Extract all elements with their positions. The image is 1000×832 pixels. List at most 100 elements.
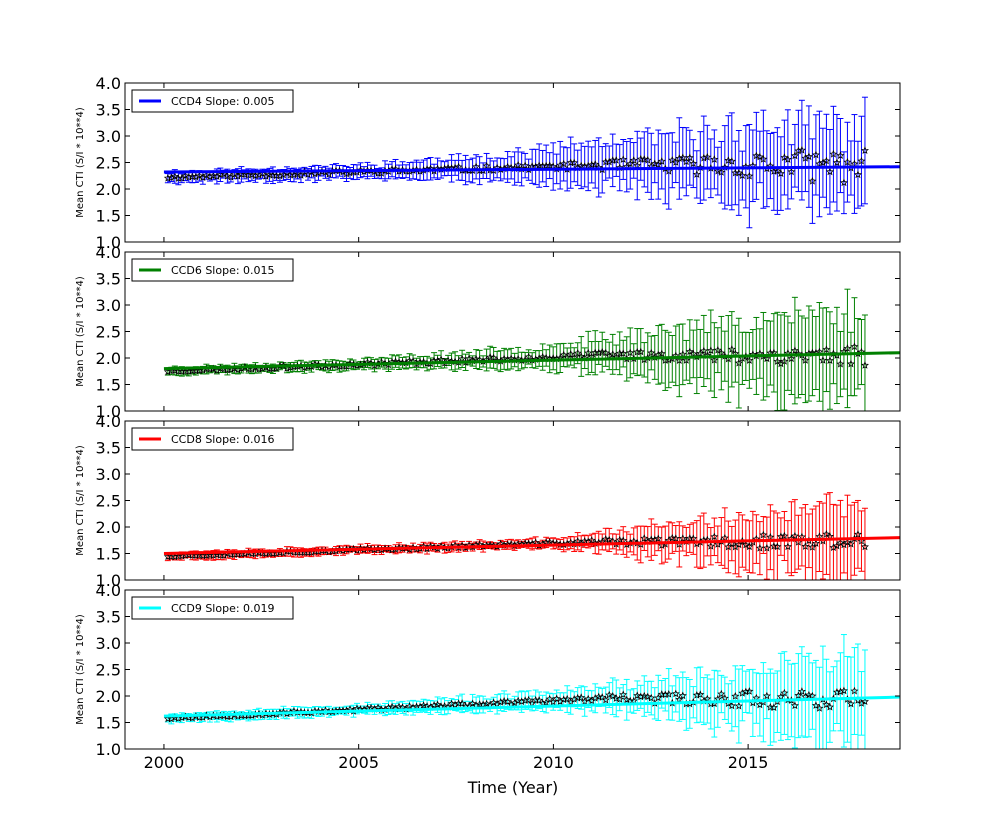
error-bar xyxy=(602,143,609,181)
data-point xyxy=(790,346,799,355)
y-tick-label: 4.0 xyxy=(96,581,121,600)
data-point xyxy=(605,535,614,544)
data-point xyxy=(587,160,596,169)
error-bar xyxy=(662,677,669,712)
data-point xyxy=(759,154,768,163)
data-point xyxy=(780,153,789,161)
error-bar xyxy=(798,99,805,201)
legend-label: CCD9 Slope: 0.019 xyxy=(171,602,275,615)
data-point xyxy=(433,700,442,709)
data-point xyxy=(577,352,586,360)
error-bar xyxy=(641,675,648,717)
data-point xyxy=(769,703,778,712)
data-point xyxy=(608,692,617,700)
error-bar xyxy=(431,352,438,370)
y-tick-label: 3.5 xyxy=(96,439,121,458)
error-bar xyxy=(539,694,546,713)
error-bar xyxy=(704,674,711,724)
data-point xyxy=(240,170,249,178)
data-point xyxy=(678,691,687,700)
data-point xyxy=(710,532,719,541)
error-bar xyxy=(676,117,683,200)
data-point xyxy=(797,687,806,695)
data-point xyxy=(538,161,547,170)
data-point xyxy=(822,529,831,538)
error-bar xyxy=(662,329,669,391)
error-bar xyxy=(777,136,784,211)
error-bar xyxy=(784,315,791,391)
error-bar xyxy=(781,511,788,562)
y-axis-label: Mean CTI (S/I * 10**4) xyxy=(75,614,86,725)
data-point xyxy=(850,159,859,168)
error-bar xyxy=(585,140,592,192)
x-axis-label: Time (Year) xyxy=(467,778,559,797)
data-point xyxy=(577,161,586,170)
error-bar xyxy=(812,505,819,580)
data-point xyxy=(685,153,694,162)
data-point xyxy=(832,687,841,696)
error-bar xyxy=(609,133,616,188)
data-point xyxy=(647,693,656,702)
data-point xyxy=(636,347,645,356)
y-axis-label: Mean CTI (S/I * 10**4) xyxy=(75,276,86,387)
error-bar xyxy=(567,689,574,715)
error-bar xyxy=(588,341,595,373)
error-bar xyxy=(742,670,749,714)
y-tick-label: 2.0 xyxy=(96,180,121,199)
data-point xyxy=(843,157,852,166)
error-bar xyxy=(795,109,802,193)
data-point xyxy=(850,686,859,695)
data-point xyxy=(468,699,477,708)
error-bar xyxy=(574,532,581,551)
error-bar xyxy=(571,143,578,183)
error-bar xyxy=(746,332,753,389)
data-point xyxy=(692,690,701,699)
error-bar xyxy=(858,671,865,736)
data-point xyxy=(230,550,239,559)
data-point xyxy=(489,698,498,707)
data-point xyxy=(776,169,785,178)
error-bar xyxy=(700,314,707,388)
error-bar xyxy=(592,330,599,376)
legend: CCD6 Slope: 0.015 xyxy=(131,258,294,282)
data-point xyxy=(675,695,684,703)
data-point xyxy=(454,162,463,171)
data-point xyxy=(717,348,726,357)
error-bar xyxy=(473,696,480,715)
data-point xyxy=(860,697,869,706)
error-bar xyxy=(725,115,732,206)
error-bar xyxy=(655,674,662,722)
data-point xyxy=(524,695,533,704)
data-point xyxy=(640,534,649,542)
data-point xyxy=(671,158,680,166)
data-point xyxy=(762,691,771,700)
error-bar xyxy=(599,331,606,373)
error-bar xyxy=(480,695,487,714)
data-point xyxy=(184,172,193,181)
data-point xyxy=(584,348,593,357)
data-point xyxy=(514,696,523,705)
error-bar xyxy=(858,115,865,207)
data-point xyxy=(205,172,214,181)
data-point xyxy=(741,540,750,549)
data-point xyxy=(482,699,491,708)
data-point xyxy=(857,536,866,545)
error-bar xyxy=(490,346,497,369)
data-point xyxy=(601,695,610,704)
data-point xyxy=(699,153,708,162)
plot-content xyxy=(163,96,900,229)
data-point xyxy=(254,364,263,373)
error-bar xyxy=(564,685,571,713)
data-point xyxy=(752,151,761,160)
data-point xyxy=(619,690,628,699)
data-point xyxy=(745,171,754,180)
data-point xyxy=(437,355,446,363)
error-bar xyxy=(795,653,802,739)
error-bar xyxy=(644,127,651,193)
error-bar xyxy=(718,315,725,391)
data-point xyxy=(822,156,831,165)
data-point xyxy=(787,354,796,363)
y-tick-label: 2.5 xyxy=(96,492,121,511)
error-bar xyxy=(669,132,676,189)
data-point xyxy=(552,694,561,703)
